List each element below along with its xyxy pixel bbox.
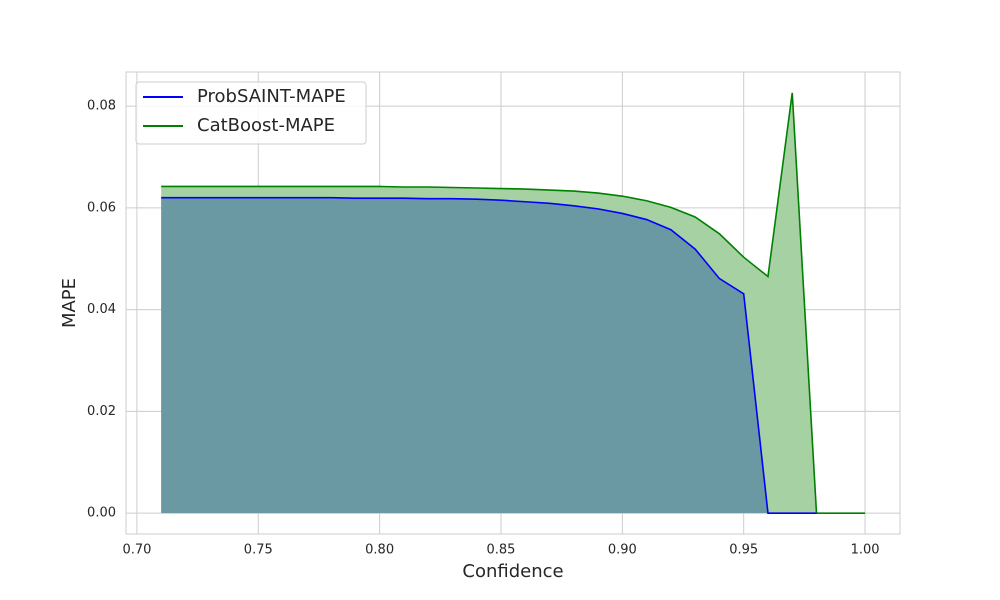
legend-label: CatBoost-MAPE bbox=[197, 115, 335, 136]
line bbox=[161, 196, 817, 514]
y-tick-label: 0.00 bbox=[87, 506, 116, 521]
x-tick-label: 0.70 bbox=[122, 543, 151, 558]
legend: ProbSAINT-MAPE CatBoost-MAPE bbox=[135, 81, 367, 145]
area-fill bbox=[161, 197, 817, 514]
x-tick-label: 0.85 bbox=[487, 543, 516, 558]
x-tick-label: 0.75 bbox=[244, 543, 273, 558]
lines bbox=[161, 92, 866, 514]
x-tick-label: 1.00 bbox=[851, 543, 880, 558]
x-tick-label: 0.80 bbox=[365, 543, 394, 558]
x-axis-label: Confidence bbox=[462, 561, 563, 582]
line bbox=[161, 92, 866, 514]
y-axis-label: MAPE bbox=[59, 278, 80, 328]
y-tick-label: 0.04 bbox=[87, 302, 116, 317]
y-tick-label: 0.08 bbox=[87, 99, 116, 114]
x-tick-label: 0.90 bbox=[608, 543, 637, 558]
y-tick-label: 0.02 bbox=[87, 404, 116, 419]
y-tick-label: 0.06 bbox=[87, 200, 116, 215]
legend-box bbox=[135, 81, 367, 145]
legend-label: ProbSAINT-MAPE bbox=[197, 86, 346, 107]
plot-frame bbox=[125, 71, 901, 535]
x-tick-label: 0.95 bbox=[729, 543, 758, 558]
